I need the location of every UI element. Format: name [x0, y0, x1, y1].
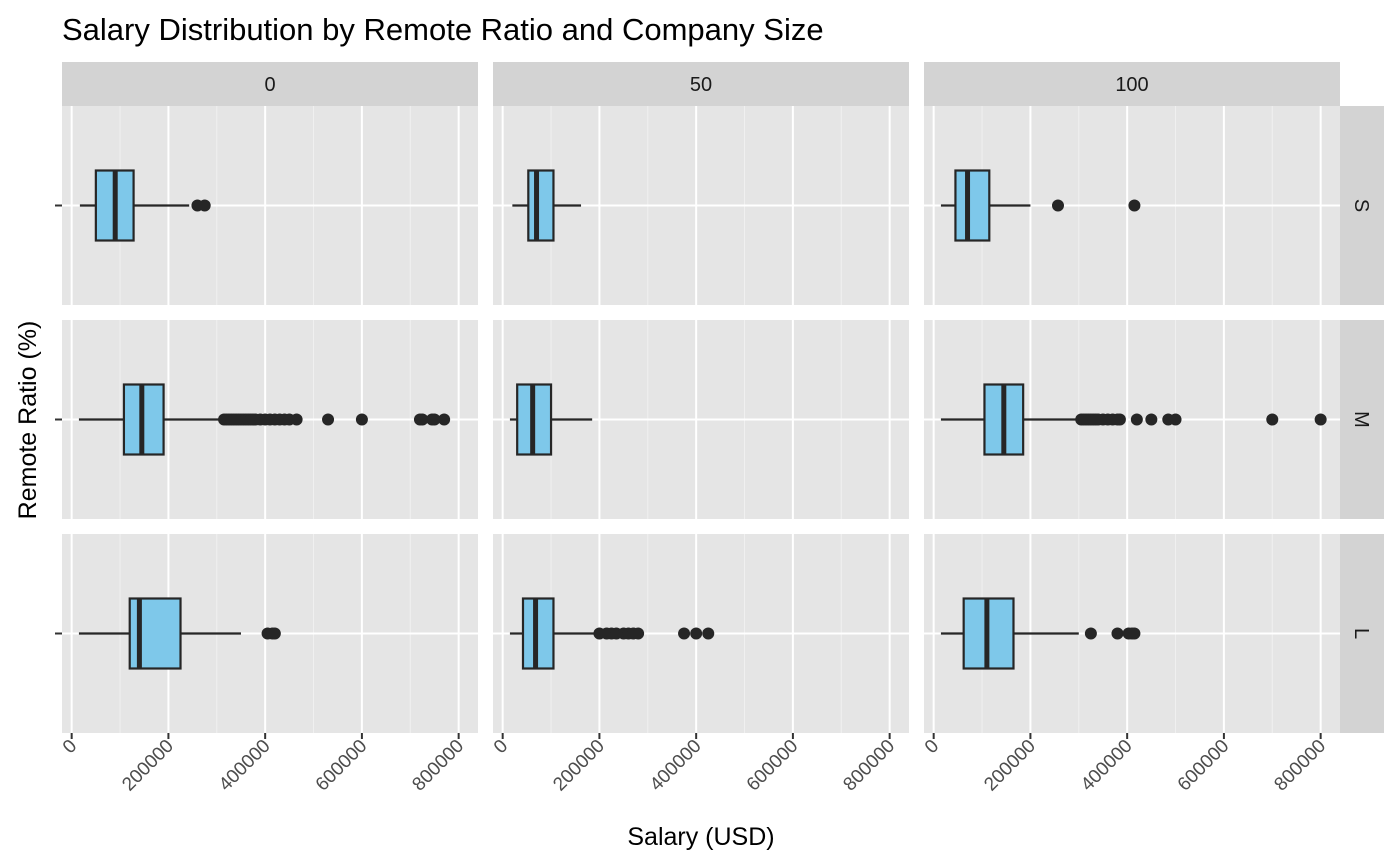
x-tick-label: 400000: [1077, 736, 1137, 796]
outlier-point: [416, 413, 429, 426]
x-tick-label: 200000: [118, 736, 178, 796]
boxplot-50-L: [509, 597, 715, 670]
outlier-point: [1130, 413, 1143, 426]
outlier-point: [632, 627, 645, 640]
iqr-box: [527, 169, 555, 242]
x-tick-label: 400000: [646, 736, 706, 796]
outlier-point: [268, 627, 281, 640]
boxplot-100-M: [940, 383, 1327, 456]
boxplot-100-S: [940, 169, 1141, 242]
row-strip-M: [1340, 320, 1384, 519]
outlier-point: [678, 627, 691, 640]
outlier-point: [438, 413, 451, 426]
boxplot-0-M: [78, 383, 451, 456]
outlier-point: [1145, 413, 1158, 426]
boxplot-0-L: [78, 597, 281, 670]
row-strip-label-M: M: [1350, 411, 1372, 428]
row-strip-label-S: S: [1350, 199, 1372, 212]
outlier-point: [290, 413, 303, 426]
x-tick-label: 800000: [840, 736, 900, 796]
row-strip-S: [1340, 106, 1384, 305]
column-strip-label-100: 100: [1115, 74, 1148, 96]
outlier-point: [1169, 413, 1182, 426]
x-tick-label: 0: [59, 736, 81, 758]
x-tick-label: 200000: [980, 736, 1040, 796]
boxplot-50-M: [509, 383, 593, 456]
outlier-point: [198, 199, 211, 212]
outlier-point: [355, 413, 368, 426]
x-tick-label: 600000: [312, 736, 372, 796]
x-tick-label: 800000: [409, 736, 469, 796]
x-tick-label: 0: [490, 736, 512, 758]
column-strip-label-0: 0: [264, 74, 275, 96]
outlier-point: [1051, 199, 1064, 212]
outlier-point: [1128, 627, 1141, 640]
boxplot-100-L: [940, 597, 1141, 670]
facet-panels: 0 50 100 S M L 0 200000 400000 600000 800000 0 20000…: [55, 62, 1384, 795]
boxplot-0-S: [79, 169, 211, 242]
y-axis-title: Remote Ratio (%): [14, 321, 42, 520]
row-strip-label-L: L: [1350, 628, 1372, 639]
x-tick-label: 0: [921, 736, 943, 758]
x-axis-title: Salary (USD): [627, 823, 774, 851]
outlier-point: [690, 627, 703, 640]
x-tick-label: 400000: [215, 736, 275, 796]
outlier-point: [428, 413, 441, 426]
outlier-point: [702, 627, 715, 640]
x-tick-label: 200000: [549, 736, 609, 796]
outlier-point: [1113, 413, 1126, 426]
outlier-point: [1128, 199, 1141, 212]
column-strip-100: [924, 62, 1340, 106]
row-strip-L: [1340, 534, 1384, 733]
outlier-point: [1111, 627, 1124, 640]
outlier-point: [1314, 413, 1327, 426]
column-strip-0: [62, 62, 478, 106]
x-tick-label: 800000: [1271, 736, 1331, 796]
iqr-box: [521, 597, 555, 670]
boxplot-50-S: [512, 169, 582, 242]
column-strip-label-50: 50: [690, 74, 712, 96]
outlier-point: [1266, 413, 1279, 426]
chart-title: Salary Distribution by Remote Ratio and …: [62, 12, 824, 47]
column-strip-50: [493, 62, 909, 106]
outlier-point: [322, 413, 335, 426]
x-tick-label: 600000: [1174, 736, 1234, 796]
outlier-point: [1084, 627, 1097, 640]
x-tick-label: 600000: [743, 736, 803, 796]
iqr-box: [954, 169, 991, 242]
